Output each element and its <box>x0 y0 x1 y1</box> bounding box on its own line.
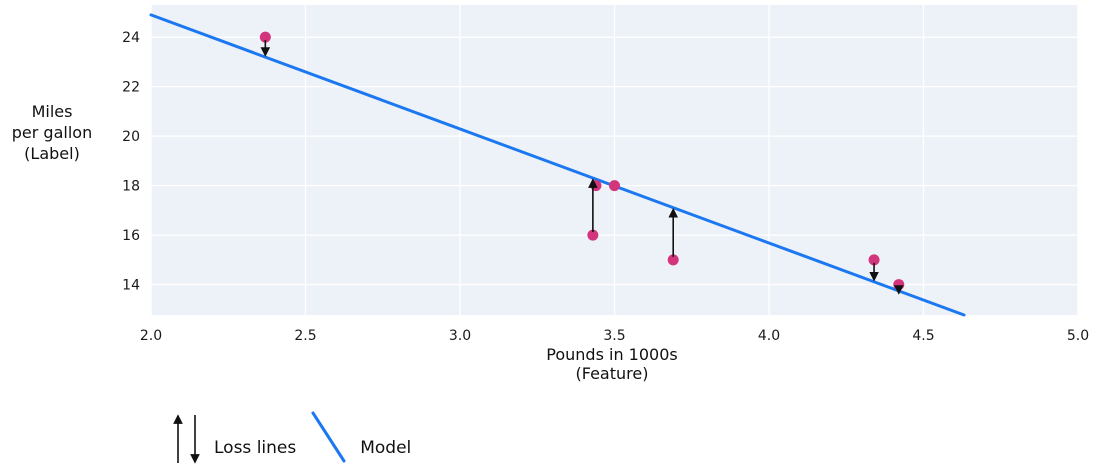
y-tick-label: 20 <box>122 129 140 145</box>
x-tick-label: 4.5 <box>912 328 934 344</box>
y-axis-label-line: Miles <box>31 102 73 121</box>
data-point <box>667 254 679 266</box>
data-point <box>259 31 271 43</box>
x-axis-label-line: Pounds in 1000s <box>546 345 678 364</box>
x-axis-label-line: (Feature) <box>575 364 649 383</box>
legend: Loss lines Model <box>160 410 411 466</box>
data-point <box>587 229 599 241</box>
data-point <box>868 254 880 266</box>
data-point <box>609 180 620 192</box>
y-axis-label-line: (Label) <box>24 144 80 163</box>
x-tick-label: 3.0 <box>449 328 471 344</box>
y-tick-label: 22 <box>122 80 140 96</box>
data-point <box>893 279 905 291</box>
y-tick-label: 16 <box>122 228 140 244</box>
legend-model-label: Model <box>360 438 412 458</box>
y-tick-label: 24 <box>122 30 140 46</box>
x-tick-label: 4.0 <box>758 328 780 344</box>
x-axis-label: Pounds in 1000s (Feature) <box>512 345 712 383</box>
x-tick-label: 5.0 <box>1067 328 1089 344</box>
y-axis-label: Miles per gallon (Label) <box>0 101 104 164</box>
x-tick-label: 2.0 <box>140 328 162 344</box>
model-line-icon <box>311 411 346 463</box>
x-tick-label: 2.5 <box>294 328 316 344</box>
model-line <box>149 13 966 317</box>
loss-lines-icon <box>173 414 200 464</box>
y-axis-label-line: per gallon <box>11 123 93 142</box>
legend-loss-label: Loss lines <box>214 438 297 458</box>
x-tick-label: 3.5 <box>603 328 625 344</box>
y-tick-label: 18 <box>122 179 140 195</box>
y-tick-label: 14 <box>122 278 140 294</box>
